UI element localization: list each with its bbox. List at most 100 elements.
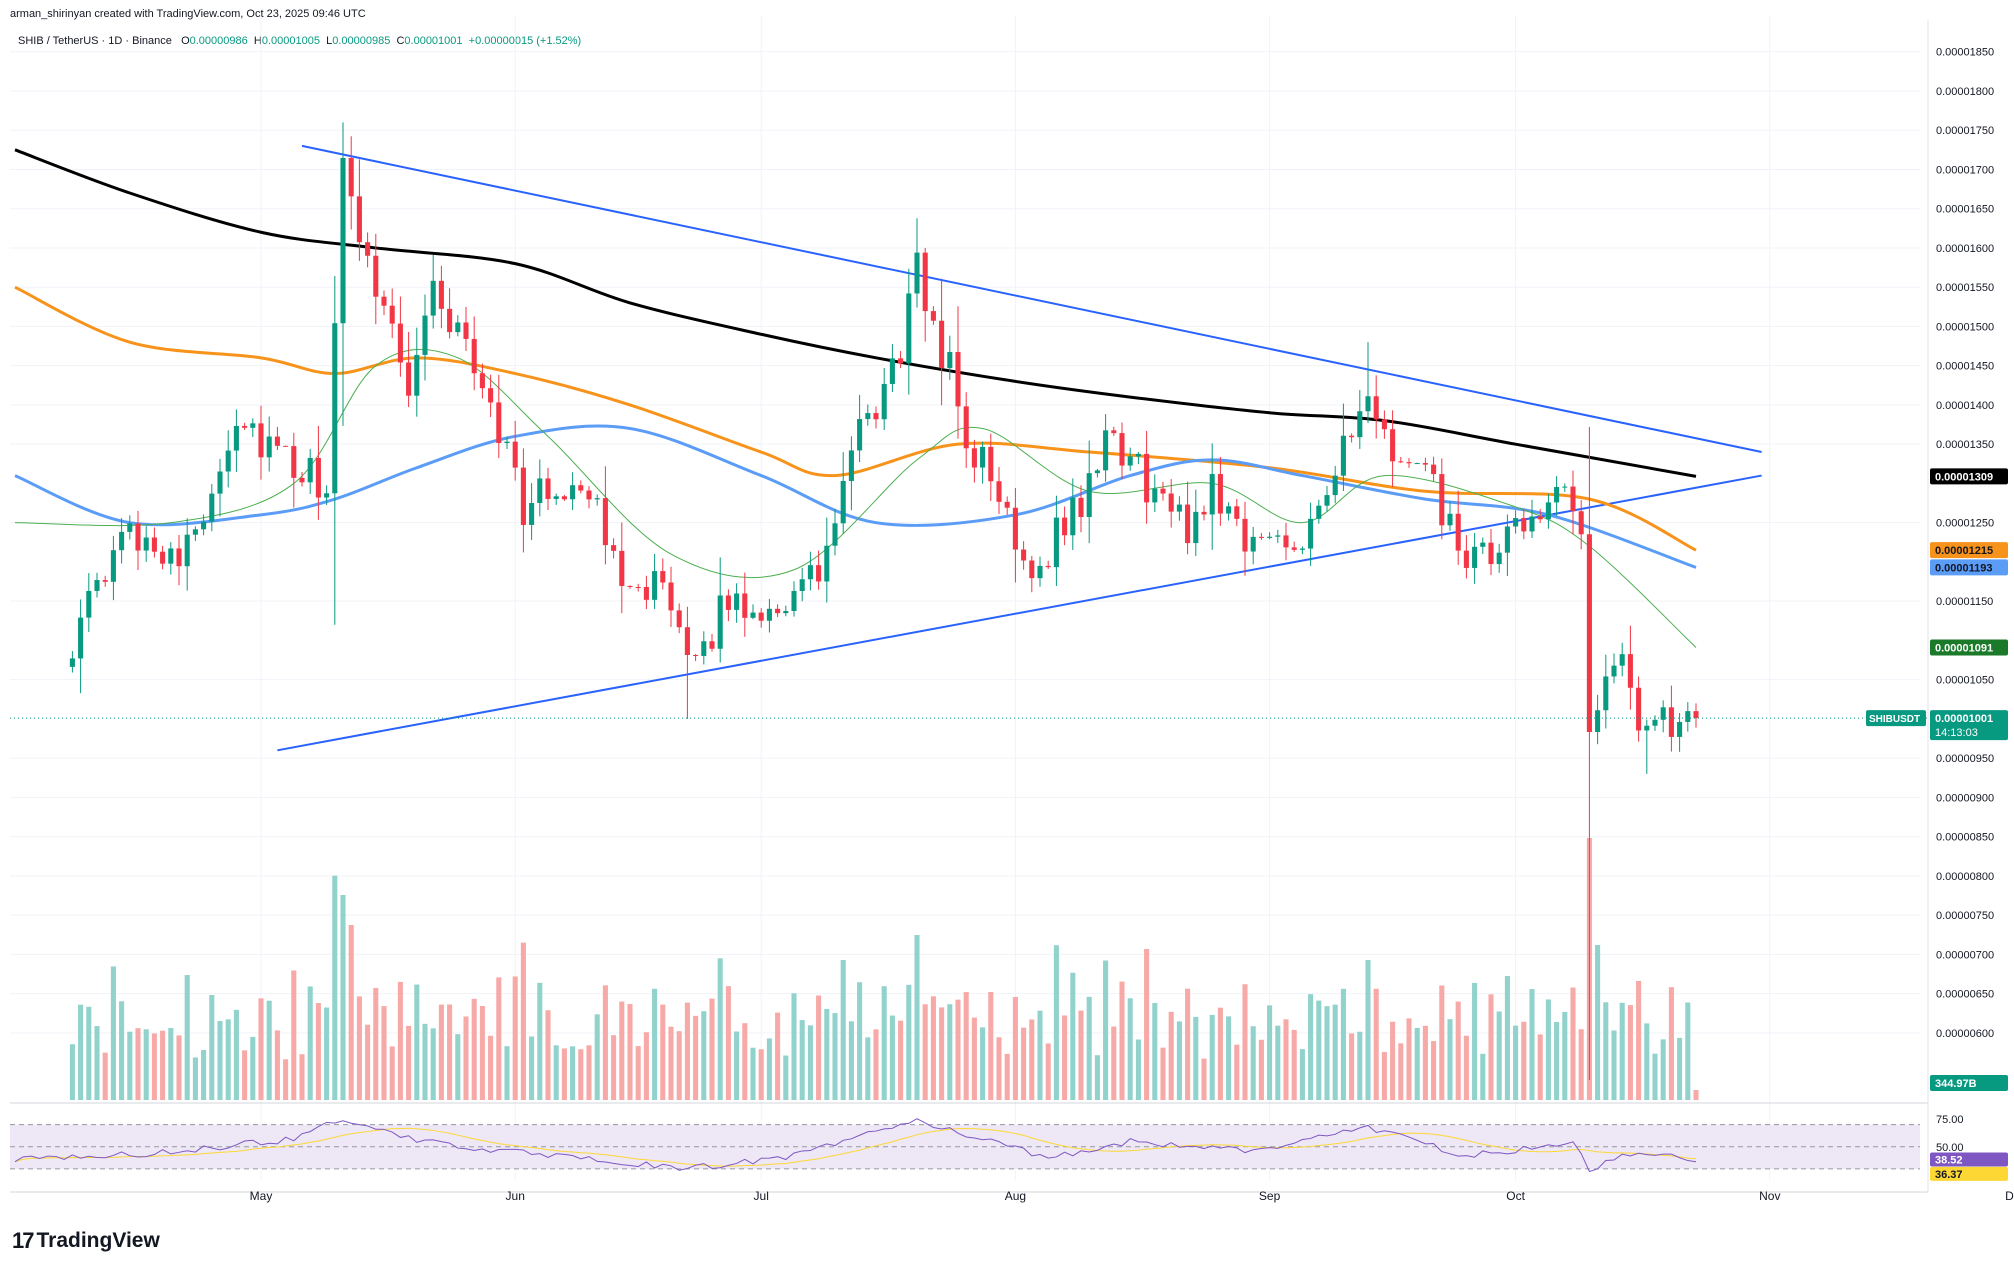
time-axis[interactable]: May Jun Jul Aug Sep Oct Nov Dec [250, 1189, 2014, 1203]
candle [365, 232, 371, 268]
candle-body [1078, 497, 1084, 518]
volume-bar [430, 1028, 436, 1100]
volume-bar [1570, 987, 1576, 1100]
candle-body [1283, 535, 1289, 548]
candle-body [1685, 711, 1691, 722]
candle-body [520, 467, 526, 525]
candle-body [570, 485, 576, 500]
candle-body [1406, 462, 1412, 464]
volume-bar [537, 982, 543, 1100]
price-tick-label: 0.00000600 [1936, 1028, 1994, 1040]
volume-bar [1496, 1011, 1502, 1100]
candle-body [143, 537, 149, 551]
candle [1586, 427, 1592, 1080]
volume-bar [914, 935, 920, 1100]
candle-body [1258, 536, 1264, 538]
volume-bar [717, 958, 723, 1100]
candle [602, 466, 608, 565]
symbol-title[interactable]: SHIB / TetherUS · 1D · Binance [18, 35, 172, 47]
candle-body [455, 322, 461, 333]
candle [1652, 715, 1658, 731]
candle [1545, 493, 1551, 529]
symbol-legend[interactable]: SHIB / TetherUS · 1D · Binance O0.000009… [18, 35, 581, 47]
volume-bar [291, 970, 297, 1100]
candle-body [529, 503, 535, 525]
volume-bar [529, 1036, 535, 1100]
last-price-badge: 0.00001001 [1935, 713, 1993, 725]
volume-bar [1045, 1043, 1051, 1100]
ma-line-ma100 [14, 285, 1697, 552]
price-tick-label: 0.00000850 [1936, 832, 1994, 844]
volume-bar [274, 1030, 280, 1100]
candle [955, 306, 961, 439]
candle-body [299, 477, 305, 483]
candle [299, 472, 305, 487]
candle [1119, 422, 1125, 479]
candle-body [1021, 549, 1027, 561]
candle-body [1357, 411, 1363, 438]
candle-body [914, 252, 920, 294]
candle-body [1431, 464, 1437, 475]
candle-body [340, 158, 346, 324]
volume-bar [1578, 1029, 1584, 1100]
candle [1521, 509, 1527, 540]
trendline-upper[interactable] [301, 144, 1762, 454]
volume-bar [1439, 985, 1445, 1100]
candle [1316, 499, 1322, 524]
candle-body [906, 293, 912, 364]
candle-body [250, 423, 256, 428]
volume-bar [1619, 1002, 1625, 1100]
candle [1562, 483, 1568, 492]
candle [414, 327, 420, 417]
price-tick-label: 0.00001050 [1936, 675, 1994, 687]
volume-bar [1693, 1090, 1699, 1100]
candle [1578, 500, 1584, 550]
volume-bar [930, 996, 936, 1100]
volume-bar [840, 960, 846, 1100]
candle [283, 445, 289, 447]
candle [775, 604, 781, 618]
candle-body [1086, 473, 1092, 518]
candle [192, 526, 198, 542]
candle-body [1554, 486, 1560, 503]
volume-bar [1398, 1043, 1404, 1100]
candle-body [717, 595, 723, 649]
volume-bar [898, 1020, 904, 1100]
ohlc-low-label: L [326, 35, 333, 47]
candle-body [922, 252, 928, 312]
volume-bar [783, 1055, 789, 1100]
candle-body [709, 641, 715, 649]
candle [168, 542, 174, 575]
price-tick-label: 0.00001850 [1936, 47, 1994, 59]
candle [1242, 501, 1248, 576]
price-axis[interactable]: 0.00001850 0.00001800 0.00001750 0.00001700… [1936, 47, 1994, 1154]
candle [119, 518, 125, 564]
candle [209, 483, 215, 532]
candle-body [258, 423, 264, 458]
candle-body [1480, 542, 1486, 547]
candle [356, 159, 362, 261]
volume-bar [1685, 1002, 1691, 1100]
price-tick-label: 0.00000700 [1936, 949, 1994, 961]
candle [176, 534, 182, 586]
volume-bar [586, 1045, 592, 1100]
volume-bar [1127, 998, 1133, 1100]
candle [258, 405, 264, 480]
candle [791, 581, 797, 617]
candle-body [168, 548, 174, 564]
candle-body [463, 322, 469, 339]
volume-bar [250, 1036, 256, 1100]
volume-bar [1283, 1019, 1289, 1100]
candle [86, 573, 92, 633]
ohlc-high-label: H [253, 35, 262, 47]
candle-body [1513, 518, 1519, 527]
tradingview-logo[interactable]: 17 TradingView [12, 1228, 160, 1254]
candle-body [824, 545, 830, 582]
volume-bar [988, 991, 994, 1100]
volume-bar [1390, 1021, 1396, 1100]
candle-body [1603, 676, 1609, 711]
candle [963, 392, 969, 468]
candle [373, 233, 379, 325]
volume-bar [471, 998, 477, 1100]
